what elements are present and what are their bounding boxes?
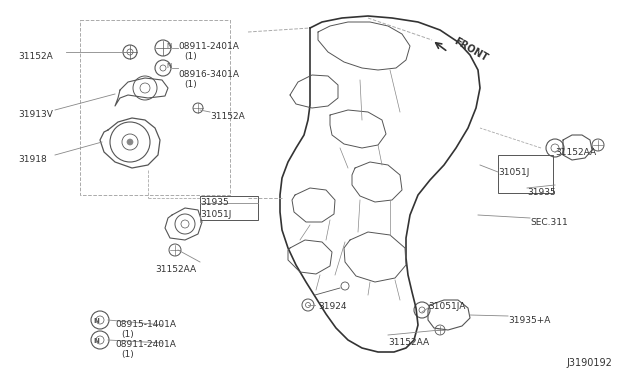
Text: 31152A: 31152A — [210, 112, 244, 121]
Text: 31935: 31935 — [527, 188, 556, 197]
Text: 31918: 31918 — [18, 155, 47, 164]
Text: N: N — [166, 63, 172, 69]
Text: 31051JA: 31051JA — [428, 302, 465, 311]
Text: N: N — [93, 318, 99, 324]
Text: (1): (1) — [184, 52, 196, 61]
Bar — [80, 20, 230, 195]
Text: (1): (1) — [184, 80, 196, 89]
Text: J3190192: J3190192 — [566, 358, 612, 368]
Text: N: N — [93, 338, 99, 344]
Text: 08911-2401A: 08911-2401A — [115, 340, 176, 349]
Text: FRONT: FRONT — [452, 36, 489, 64]
Text: (1): (1) — [121, 330, 134, 339]
Bar — [200, 196, 258, 220]
Text: 31935: 31935 — [200, 198, 228, 207]
Text: 31152A: 31152A — [18, 52, 52, 61]
Text: N: N — [166, 43, 172, 49]
Text: 31152AA: 31152AA — [155, 265, 196, 274]
Text: 31051J: 31051J — [498, 168, 529, 177]
Text: 31924: 31924 — [318, 302, 346, 311]
Text: 08915-1401A: 08915-1401A — [115, 320, 176, 329]
Text: 31913V: 31913V — [18, 110, 53, 119]
Text: (1): (1) — [121, 350, 134, 359]
Text: 31152AA: 31152AA — [388, 338, 429, 347]
Text: 08916-3401A: 08916-3401A — [178, 70, 239, 79]
Bar — [498, 155, 553, 193]
Text: 31935+A: 31935+A — [508, 316, 550, 325]
Text: SEC.311: SEC.311 — [530, 218, 568, 227]
Text: 31152AA: 31152AA — [555, 148, 596, 157]
Text: 08911-2401A: 08911-2401A — [178, 42, 239, 51]
Circle shape — [127, 139, 133, 145]
Text: 31051J: 31051J — [200, 210, 232, 219]
